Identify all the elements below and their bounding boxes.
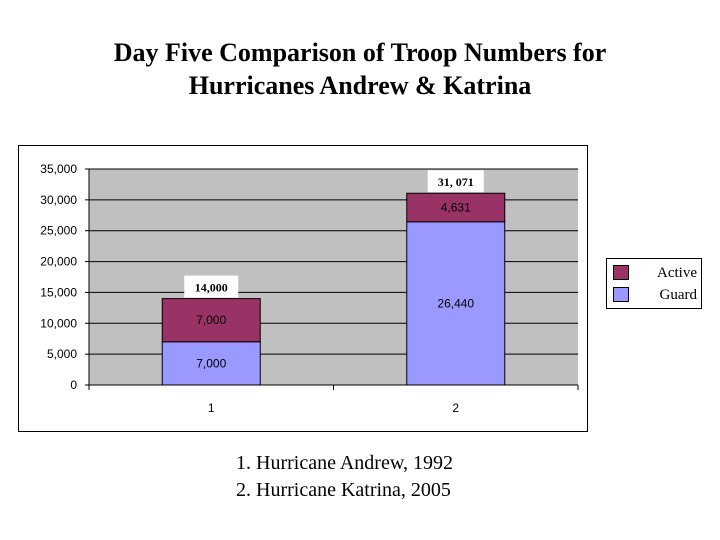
total-label-box (184, 275, 239, 298)
bar-value-label: 26,440 (437, 296, 474, 310)
y-tick-label: 5,000 (47, 347, 77, 361)
total-label-box (427, 170, 484, 193)
bar-guard (406, 221, 506, 386)
y-tick-label: 0 (70, 378, 77, 392)
chart-title: Day Five Comparison of Troop Numbers for… (0, 36, 720, 102)
y-tick-label: 35,000 (40, 162, 77, 176)
x-tick-label: 1 (208, 401, 215, 415)
legend-label-active: Active (657, 265, 697, 281)
caption: 1. Hurricane Andrew, 1992 2. Hurricane K… (236, 450, 453, 504)
legend-item-guard: Guard (611, 285, 699, 305)
chart-svg: 0 5,000 10,000 15,000 20,000 25,000 30,000 35,0… (40, 162, 579, 415)
bar-value-label: 7,000 (196, 356, 226, 370)
y-tick-label: 25,000 (40, 224, 77, 238)
caption-line-1: 1. Hurricane Andrew, 1992 (236, 452, 453, 474)
chart-title-line-2: Hurricanes Andrew & Katrina (188, 71, 532, 100)
y-tick-label: 20,000 (40, 255, 77, 269)
caption-line-2: 2. Hurricane Katrina, 2005 (236, 479, 451, 501)
chart-title-line-1: Day Five Comparison of Troop Numbers for (113, 38, 607, 67)
legend-swatch-guard (613, 287, 629, 302)
y-tick-label: 30,000 (40, 193, 77, 207)
x-tick-label: 2 (452, 401, 459, 415)
bar-value-label: 4,631 (441, 201, 471, 215)
legend: Active Guard (606, 258, 702, 309)
total-label: 14,000 (195, 281, 228, 295)
bar-guard (161, 341, 261, 386)
bar-value-label: 7,000 (196, 313, 226, 327)
total-label: 31, 071 (438, 175, 474, 189)
legend-item-active: Active (611, 263, 699, 283)
legend-swatch-active (613, 265, 629, 280)
y-tick-label: 15,000 (40, 285, 77, 299)
legend-label-guard: Guard (659, 287, 698, 303)
y-tick-label: 10,000 (40, 316, 77, 330)
bar-active (161, 298, 261, 343)
bar-active (406, 192, 506, 223)
chart-area: 0 5,000 10,000 15,000 20,000 25,000 30,000 35,0… (18, 145, 588, 432)
